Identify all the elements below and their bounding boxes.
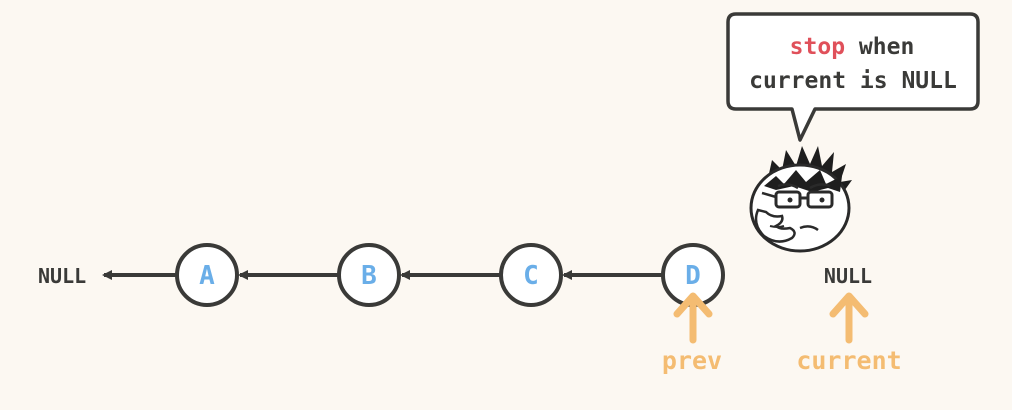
node-a-label: A	[199, 261, 215, 291]
left-null-label: NULL	[38, 264, 86, 288]
prev-pointer: prev	[662, 296, 722, 375]
bubble-keyword: stop	[790, 34, 845, 60]
current-pointer: current	[796, 296, 901, 375]
bubble-line-1-rest: when	[845, 34, 914, 60]
current-arrow-icon	[833, 296, 865, 340]
node-b: B	[339, 245, 399, 305]
node-d-label: D	[685, 261, 701, 291]
bubble-line-1: stop when	[790, 34, 915, 60]
bubble-line-2: current is NULL	[749, 68, 957, 94]
node-c: C	[501, 245, 561, 305]
node-a: A	[177, 245, 237, 305]
right-null-label: NULL	[824, 264, 872, 288]
node-b-label: B	[361, 261, 377, 291]
prev-label: prev	[662, 346, 722, 375]
speech-bubble: stop when current is NULL	[728, 14, 978, 140]
node-c-label: C	[523, 261, 539, 291]
thinking-face-icon	[751, 146, 852, 251]
current-label: current	[796, 346, 901, 375]
